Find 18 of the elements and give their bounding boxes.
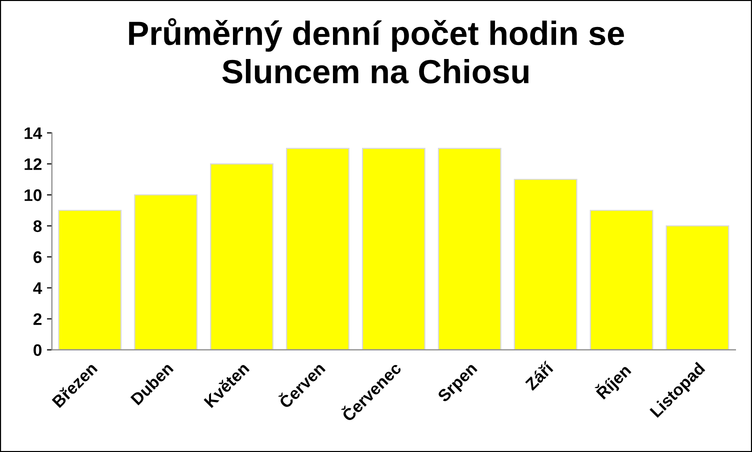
bar	[362, 148, 426, 350]
y-tick-label: 4	[33, 282, 42, 294]
bar	[286, 148, 350, 350]
y-tick-label: 14	[24, 127, 42, 139]
bar	[134, 194, 198, 350]
y-tick-label: 8	[33, 220, 42, 232]
bar	[666, 225, 730, 350]
bar	[58, 210, 122, 350]
y-tick-label: 12	[24, 158, 42, 170]
y-tick-label: 2	[33, 313, 42, 325]
y-tick-label: 10	[24, 189, 42, 202]
bar	[438, 148, 502, 350]
bar	[590, 210, 654, 350]
y-tick-label: 6	[34, 251, 42, 264]
bar	[210, 163, 274, 350]
chart-title: Průměrný denní počet hodin se Sluncem na Chiosu	[129, 18, 624, 84]
y-tick-label: 0	[34, 344, 42, 356]
bar	[514, 178, 578, 350]
